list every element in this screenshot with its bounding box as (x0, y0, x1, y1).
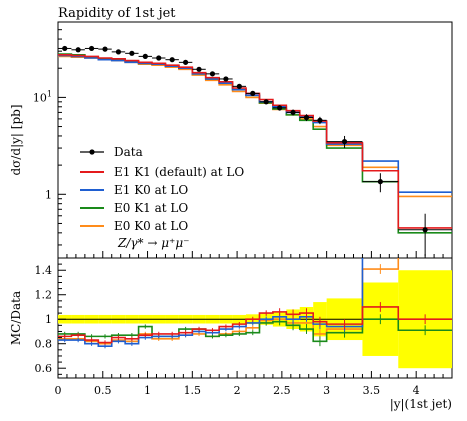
x-tick-label-8: 4 (413, 384, 420, 397)
legend-data-marker (89, 149, 95, 155)
y-tick-label-10: 101 (33, 89, 52, 104)
legend-label-e0k1: E0 K1 at LO (114, 201, 188, 215)
data-point-14 (250, 90, 256, 96)
data-point-19 (317, 117, 323, 123)
x-tick-label-7: 3.5 (363, 384, 381, 397)
x-tick-label-6: 3 (323, 384, 330, 397)
data-point-8 (169, 57, 175, 63)
data-point-22 (422, 227, 428, 233)
data-point-15 (263, 99, 269, 105)
main-data-group (58, 45, 452, 257)
legend-process-label: Z/γ* → μ⁺μ⁻ (117, 236, 190, 250)
y-tick-label-10-base: 10 (33, 91, 47, 104)
data-point-11 (209, 71, 216, 77)
y-axis-label-main: dσ/d|y| [pb] (9, 104, 23, 175)
data-point-5 (129, 50, 135, 56)
data-point-20 (341, 138, 348, 145)
x-axis-label: |y|(1st jet) (390, 397, 452, 411)
y-tick-label-10-exponent: 1 (47, 89, 52, 98)
data-point-21 (377, 179, 383, 185)
data-point-4 (115, 49, 122, 55)
data-point-13 (236, 83, 242, 89)
data-point-18 (303, 114, 310, 121)
data-point-1 (75, 47, 81, 53)
legend-label-e0k0: E0 K0 at LO (114, 219, 188, 233)
x-tick-label-3: 1.5 (184, 384, 202, 397)
legend-label-e1k1: E1 K1 (default) at LO (114, 165, 244, 179)
data-point-9 (183, 59, 189, 65)
x-tick-label-1: 0.5 (94, 384, 112, 397)
ratio-line-e1-k1 (58, 306, 452, 344)
ratio-line-e0-k1 (58, 318, 452, 343)
x-tick-label-5: 2.5 (273, 384, 291, 397)
ratio-series-group (58, 258, 452, 349)
ratio-y-tick-label-2: 1 (45, 313, 52, 326)
ratio-y-tick-label-0: 0.6 (35, 362, 53, 375)
x-tick-label-4: 2 (234, 384, 241, 397)
data-point-17 (290, 109, 296, 116)
chart-title: Rapidity of 1st jet (58, 6, 176, 21)
ratio-y-tick-label-4: 1.4 (35, 264, 53, 277)
y-axis-label-ratio: MC/Data (9, 291, 23, 345)
data-point-12 (223, 76, 229, 82)
data-point-7 (156, 55, 162, 61)
legend: Data E1 K1 (default) at LO E1 K0 at LO E… (80, 145, 244, 250)
data-point-16 (277, 105, 283, 111)
data-point-2 (88, 45, 95, 52)
data-point-0 (62, 45, 68, 52)
legend-data-label: Data (114, 145, 143, 159)
data-point-6 (142, 53, 148, 59)
series-line-e1-k1 (58, 54, 452, 229)
data-point-10 (196, 66, 202, 72)
y-tick-label-1: 1 (45, 188, 52, 201)
x-tick-label-2: 1 (144, 384, 151, 397)
ratio-y-tick-label-3: 1.2 (35, 289, 53, 302)
x-tick-label-0: 0 (55, 384, 62, 397)
main-series-group (58, 53, 452, 234)
legend-label-e1k0: E1 K0 at LO (114, 183, 188, 197)
ratio-y-tick-label-1: 0.8 (35, 338, 53, 351)
data-point-3 (102, 46, 108, 52)
